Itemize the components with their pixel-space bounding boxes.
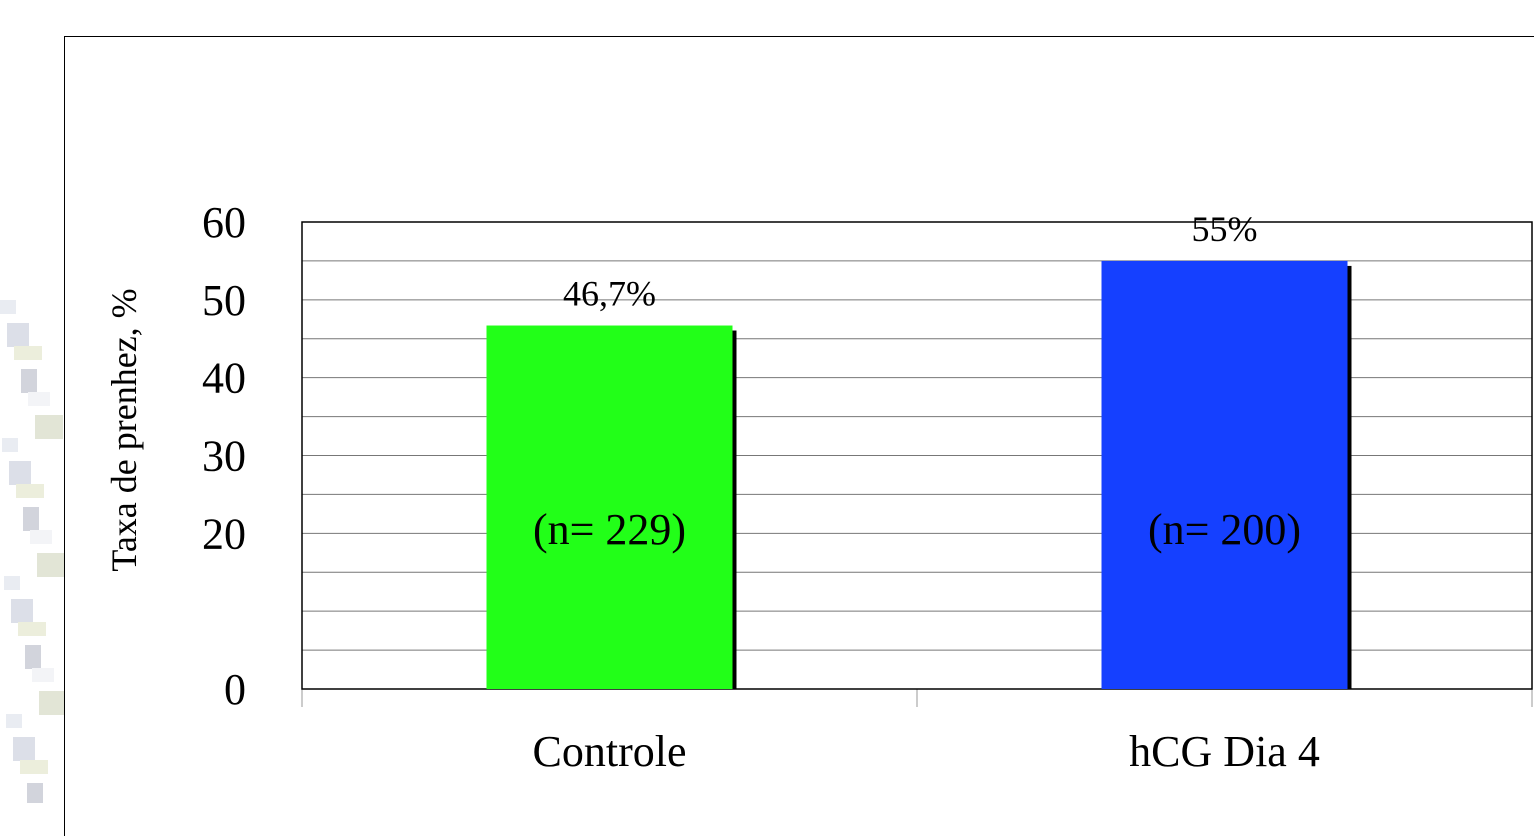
decorative-tile xyxy=(11,599,33,623)
decorative-tile xyxy=(35,415,63,439)
y-tick-label: 60 xyxy=(202,198,246,247)
y-tick-label: 0 xyxy=(224,665,246,714)
decorative-tile xyxy=(7,323,29,347)
decorative-tile xyxy=(18,622,46,636)
decorative-tile xyxy=(14,346,42,360)
decorative-tile xyxy=(13,737,35,761)
decorative-tile xyxy=(20,760,48,774)
y-tick-label: 50 xyxy=(202,276,246,325)
decorative-tile xyxy=(25,645,41,669)
decorative-tile xyxy=(27,783,43,803)
bar-sample-size-label: (n= 200) xyxy=(1148,505,1301,554)
x-category-label: Controle xyxy=(533,727,687,776)
y-tick-label: 40 xyxy=(202,354,246,403)
decorative-left-strip xyxy=(0,300,64,803)
decorative-tile xyxy=(23,507,39,531)
decorative-tile xyxy=(21,369,37,393)
y-axis-ticks: 0 20 30 40 50 60 xyxy=(202,198,246,714)
bar xyxy=(486,325,733,689)
y-tick-label: 30 xyxy=(202,432,246,481)
plot-area xyxy=(301,221,1533,690)
bar xyxy=(1101,260,1348,689)
decorative-tile xyxy=(37,553,64,577)
decorative-tile xyxy=(9,461,31,485)
y-axis-title: Taxa de prenhez, % xyxy=(104,288,144,571)
x-category-label: hCG Dia 4 xyxy=(1129,727,1320,776)
bar-sample-size-label: (n= 229) xyxy=(533,505,686,554)
bar-value-label: 46,7% xyxy=(563,274,656,314)
decorative-tile xyxy=(0,300,16,314)
decorative-tile xyxy=(32,668,54,682)
decorative-tile xyxy=(16,484,44,498)
decorative-tile xyxy=(2,438,18,452)
y-tick-label: 20 xyxy=(202,509,246,558)
decorative-tile xyxy=(6,714,22,728)
decorative-tile xyxy=(28,392,50,406)
decorative-tile xyxy=(4,576,20,590)
decorative-tile xyxy=(39,691,64,715)
bar-value-label: 55% xyxy=(1192,209,1258,249)
chart-frame xyxy=(64,36,1534,836)
labels: 46,7% (n= 229) Controle 55% (n= 200) hCG Dia … xyxy=(533,209,1320,776)
bars xyxy=(486,260,1352,689)
decorative-tile xyxy=(30,530,52,544)
bar-chart: 0 20 30 40 50 60 46,7% (n= 229) Controle 55% (n= … xyxy=(104,198,1533,776)
